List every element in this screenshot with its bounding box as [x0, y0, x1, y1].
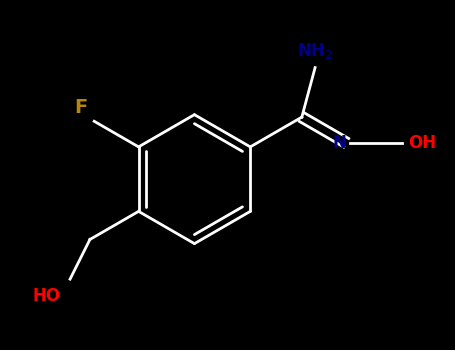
Text: OH: OH: [408, 134, 436, 152]
Text: N: N: [332, 134, 346, 152]
Text: F: F: [74, 98, 87, 117]
Text: HO: HO: [33, 287, 61, 304]
Text: NH$_2$: NH$_2$: [297, 41, 333, 61]
